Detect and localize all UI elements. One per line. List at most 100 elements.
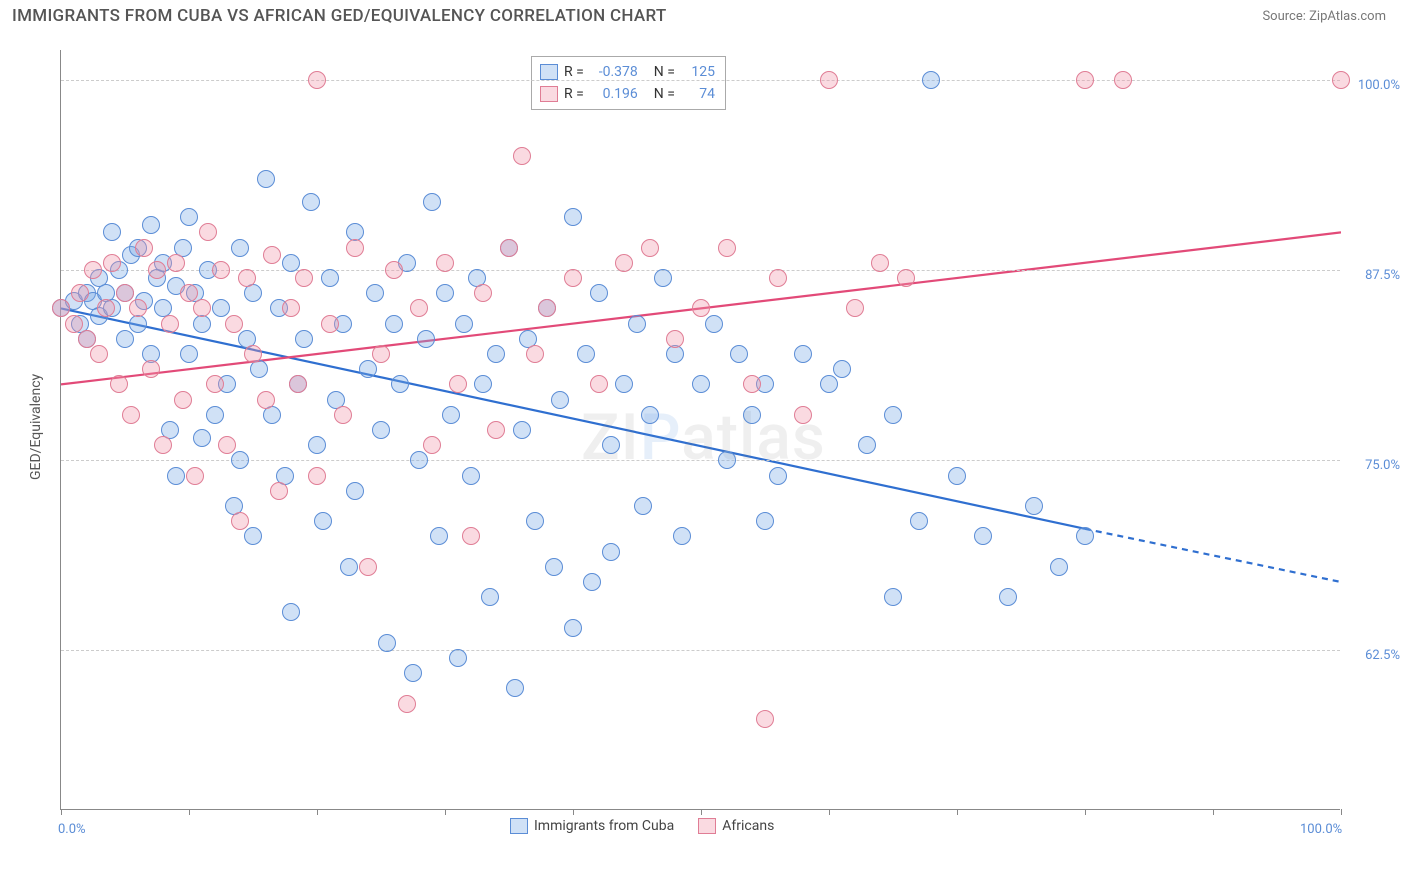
x-tick — [1085, 809, 1086, 815]
scatter-point — [110, 375, 128, 393]
scatter-point — [186, 467, 204, 485]
scatter-point — [602, 543, 620, 561]
scatter-point — [218, 436, 236, 454]
scatter-point — [398, 695, 416, 713]
scatter-point — [922, 71, 940, 89]
scatter-point — [231, 451, 249, 469]
stat-R-value: -0.378 — [590, 64, 638, 80]
scatter-point — [378, 634, 396, 652]
scatter-point — [423, 193, 441, 211]
x-tick — [829, 809, 830, 815]
scatter-point — [634, 497, 652, 515]
scatter-point — [590, 375, 608, 393]
scatter-point — [116, 284, 134, 302]
scatter-point — [154, 436, 172, 454]
scatter-point — [506, 679, 524, 697]
trend-line-extrapolated — [1085, 529, 1341, 582]
scatter-point — [282, 603, 300, 621]
scatter-point — [442, 406, 460, 424]
gridline — [61, 460, 1340, 461]
x-tick — [317, 809, 318, 815]
stat-N-value: 125 — [681, 64, 715, 80]
scatter-point — [833, 360, 851, 378]
scatter-point — [526, 512, 544, 530]
scatter-point — [513, 421, 531, 439]
scatter-point — [564, 619, 582, 637]
scatter-point — [897, 269, 915, 287]
scatter-point — [743, 406, 761, 424]
source-name: ZipAtlas.com — [1309, 9, 1386, 24]
series-legend: Immigrants from Cuba Africans — [510, 818, 774, 834]
scatter-point — [193, 299, 211, 317]
scatter-point — [462, 467, 480, 485]
x-tick — [701, 809, 702, 815]
scatter-point — [225, 315, 243, 333]
scatter-point — [410, 299, 428, 317]
scatter-point — [372, 421, 390, 439]
legend-series-name: Africans — [722, 818, 774, 834]
scatter-point — [359, 558, 377, 576]
trend-lines-layer — [61, 50, 1341, 810]
scatter-point — [871, 254, 889, 272]
scatter-point — [295, 330, 313, 348]
scatter-point — [122, 406, 140, 424]
scatter-point — [513, 147, 531, 165]
legend-series-name: Immigrants from Cuba — [534, 818, 674, 834]
scatter-point — [391, 375, 409, 393]
scatter-point — [295, 269, 313, 287]
scatter-point — [794, 345, 812, 363]
gridline — [61, 80, 1340, 81]
scatter-point — [436, 284, 454, 302]
scatter-point — [193, 429, 211, 447]
scatter-point — [538, 299, 556, 317]
scatter-point — [334, 406, 352, 424]
scatter-point — [385, 261, 403, 279]
scatter-point — [974, 527, 992, 545]
legend-item: Africans — [698, 818, 774, 834]
scatter-point — [167, 467, 185, 485]
scatter-point — [314, 512, 332, 530]
scatter-point — [820, 71, 838, 89]
x-axis-label-left: 0.0% — [58, 822, 86, 837]
scatter-point — [97, 299, 115, 317]
x-tick — [957, 809, 958, 815]
scatter-point — [65, 315, 83, 333]
scatter-point — [1332, 71, 1350, 89]
scatter-point — [321, 269, 339, 287]
scatter-point — [1025, 497, 1043, 515]
scatter-point — [282, 299, 300, 317]
scatter-point — [769, 467, 787, 485]
scatter-point — [308, 467, 326, 485]
scatter-point — [161, 315, 179, 333]
scatter-point — [142, 360, 160, 378]
scatter-point — [551, 391, 569, 409]
scatter-point — [270, 482, 288, 500]
scatter-point — [474, 375, 492, 393]
scatter-point — [730, 345, 748, 363]
scatter-point — [71, 284, 89, 302]
scatter-point — [78, 330, 96, 348]
x-axis-label-right: 100.0% — [1300, 822, 1342, 837]
scatter-point — [1076, 71, 1094, 89]
scatter-point — [346, 239, 364, 257]
scatter-point — [135, 239, 153, 257]
scatter-point — [487, 345, 505, 363]
gridline — [61, 650, 1340, 651]
scatter-point — [116, 330, 134, 348]
scatter-point — [180, 284, 198, 302]
watermark: ZIPatlas — [581, 400, 826, 475]
source-attribution: Source: ZipAtlas.com — [1262, 9, 1386, 24]
scatter-point — [884, 406, 902, 424]
scatter-point — [282, 254, 300, 272]
y-tick-label: 75.0% — [1345, 458, 1400, 473]
stat-R-value: 0.196 — [590, 86, 638, 102]
stats-legend-row: R =0.196N =74 — [540, 83, 715, 105]
scatter-point — [564, 208, 582, 226]
x-tick — [1213, 809, 1214, 815]
scatter-point — [654, 269, 672, 287]
x-tick — [445, 809, 446, 815]
scatter-point — [641, 406, 659, 424]
chart-header: IMMIGRANTS FROM CUBA VS AFRICAN GED/EQUI… — [0, 0, 1406, 34]
y-tick-label: 87.5% — [1345, 268, 1400, 283]
scatter-point — [1076, 527, 1094, 545]
